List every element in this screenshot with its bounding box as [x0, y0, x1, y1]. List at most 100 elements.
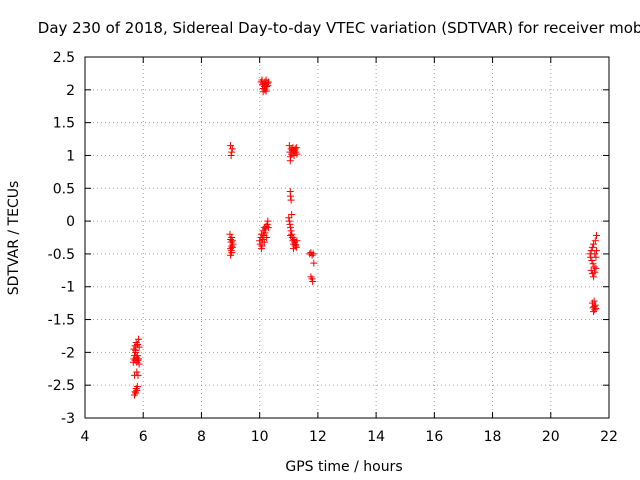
data-point	[133, 352, 141, 360]
x-tick-label: 22	[600, 429, 618, 445]
data-point	[287, 227, 295, 235]
data-point	[288, 230, 296, 238]
y-tick-label: -2.5	[48, 378, 75, 394]
data-point	[592, 264, 600, 272]
data-point	[309, 250, 317, 258]
data-point	[263, 220, 271, 228]
data-point	[228, 243, 236, 251]
data-point	[292, 243, 300, 251]
data-points	[129, 76, 600, 399]
y-tick-label: 2.5	[53, 50, 75, 66]
y-tick-labels: 2.5 2 1.5 1 0.5 0 -0.5 -1 -1.5 -2 -2.5 -3	[48, 50, 75, 427]
data-point	[133, 382, 141, 390]
x-tick-label: 14	[367, 429, 385, 445]
data-point	[227, 251, 235, 259]
data-point	[226, 230, 234, 238]
data-point	[290, 151, 298, 159]
data-point	[289, 245, 297, 253]
y-tick-label: -1.5	[48, 313, 75, 329]
data-point	[264, 81, 272, 89]
x-tick-label: 20	[542, 429, 560, 445]
x-tick-label: 16	[425, 429, 443, 445]
data-point	[134, 356, 142, 364]
x-axis-label: GPS time / hours	[285, 459, 402, 475]
data-point	[592, 253, 600, 261]
data-point	[256, 237, 264, 245]
data-point	[133, 386, 141, 394]
data-point	[287, 196, 295, 204]
data-point	[588, 256, 596, 264]
data-point	[260, 224, 268, 232]
data-point	[261, 86, 269, 94]
data-point	[130, 345, 138, 353]
data-point	[592, 247, 600, 255]
x-tick-label: 6	[139, 429, 148, 445]
x-tick-label: 12	[309, 429, 327, 445]
data-point	[308, 251, 316, 259]
data-point	[135, 355, 143, 363]
data-point	[263, 83, 271, 91]
y-tick-label: 1.5	[53, 116, 75, 132]
y-axis-label: SDTVAR / TECUs	[6, 181, 22, 296]
data-point	[228, 234, 236, 241]
y-tick-label: 0	[66, 214, 75, 230]
data-point	[309, 277, 317, 285]
data-point	[287, 192, 295, 200]
data-point	[228, 242, 236, 250]
data-point	[592, 304, 600, 312]
data-point	[293, 237, 301, 245]
data-point	[227, 142, 235, 150]
data-point	[132, 346, 140, 354]
y-tick-label: 1	[66, 148, 75, 164]
data-point	[264, 217, 272, 225]
data-point	[591, 301, 599, 309]
data-point	[310, 259, 318, 267]
y-tick-label: 2	[66, 83, 75, 99]
x-tick-labels: 4 6 8 10 12 14 16 18 20 22	[81, 429, 618, 445]
data-point	[288, 211, 296, 219]
y-tick-label: 0.5	[53, 181, 75, 197]
data-point	[133, 368, 141, 376]
data-point	[590, 240, 598, 248]
data-point	[227, 151, 235, 159]
x-tick-label: 8	[197, 429, 206, 445]
data-point	[134, 371, 142, 379]
axis-ticks	[84, 56, 610, 419]
data-point	[590, 273, 598, 281]
data-point	[287, 224, 295, 232]
data-point	[293, 150, 301, 158]
data-point	[592, 232, 600, 240]
data-point	[287, 232, 295, 240]
data-point	[591, 268, 599, 276]
y-tick-label: -3	[61, 411, 75, 427]
data-point	[263, 234, 271, 241]
data-point	[590, 263, 598, 271]
data-point	[589, 260, 597, 268]
data-point	[286, 157, 294, 165]
y-tick-label: -0.5	[48, 247, 75, 263]
data-point	[131, 388, 139, 396]
x-tick-label: 18	[484, 429, 502, 445]
data-point	[291, 145, 299, 153]
data-point	[285, 214, 293, 222]
data-point	[260, 238, 268, 246]
chart-title: Day 230 of 2018, Sidereal Day-to-day VTE…	[38, 19, 640, 37]
data-point	[135, 360, 143, 368]
data-point	[286, 220, 294, 228]
data-point	[228, 237, 236, 245]
data-point	[588, 243, 596, 251]
data-point	[262, 87, 270, 95]
data-point	[228, 145, 236, 153]
data-point	[292, 144, 300, 152]
grid-lines	[85, 57, 609, 418]
data-point	[261, 229, 269, 237]
data-point	[285, 217, 293, 225]
x-tick-label: 4	[81, 429, 90, 445]
data-point	[264, 78, 272, 86]
data-point	[228, 148, 236, 156]
data-point	[257, 245, 265, 253]
y-tick-label: -2	[61, 345, 75, 361]
data-point	[591, 250, 599, 258]
data-point	[591, 306, 599, 314]
